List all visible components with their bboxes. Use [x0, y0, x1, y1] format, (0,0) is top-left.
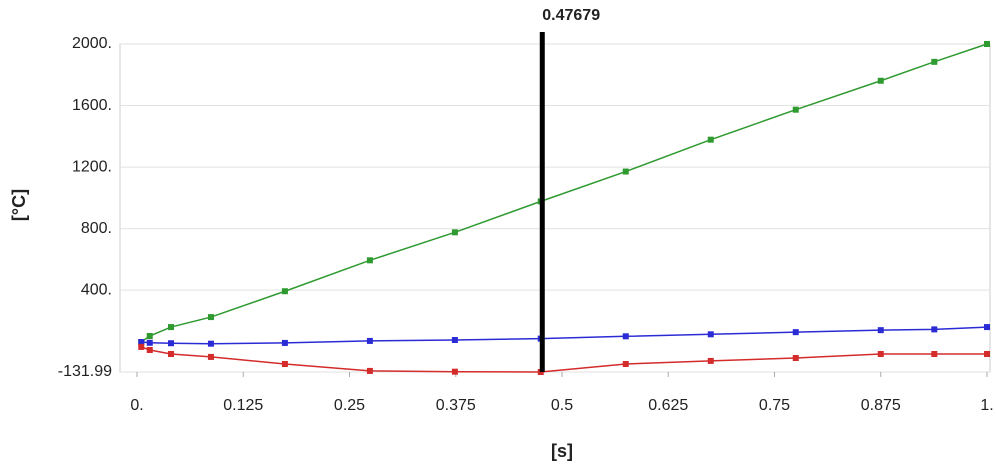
data-point	[877, 327, 884, 334]
y-tick-label: 800.	[81, 220, 112, 237]
data-point	[366, 257, 373, 264]
data-point	[146, 339, 153, 346]
data-point	[207, 340, 214, 347]
y-tick-label: 2000.	[72, 35, 112, 52]
data-point	[146, 347, 153, 354]
data-point	[207, 353, 214, 360]
data-point	[792, 355, 799, 362]
data-point	[281, 361, 288, 368]
data-point	[138, 339, 145, 346]
data-point	[984, 324, 990, 331]
data-point	[366, 367, 373, 374]
x-tick-label: 0.625	[648, 397, 688, 414]
x-tick-label: 0.	[130, 397, 143, 414]
data-point	[792, 106, 799, 113]
data-point	[366, 337, 373, 344]
x-tick-label: 0.75	[759, 397, 790, 414]
y-tick-label: 400.	[81, 281, 112, 298]
data-point	[931, 58, 938, 65]
data-point	[792, 329, 799, 336]
data-point	[622, 333, 629, 340]
data-point	[138, 343, 145, 350]
plot-frame	[119, 43, 991, 373]
y-tick-label: 1200.	[72, 158, 112, 175]
data-point	[451, 229, 458, 236]
y-tick-label: 1600.	[72, 97, 112, 114]
data-point	[707, 331, 714, 338]
data-point	[168, 351, 174, 358]
data-point	[146, 333, 153, 340]
x-tick-label: 0.875	[861, 397, 901, 414]
data-point	[984, 351, 990, 358]
x-tick-label: 0.25	[334, 397, 365, 414]
data-point	[931, 326, 938, 333]
data-point	[877, 77, 884, 84]
data-point	[207, 314, 214, 321]
data-point	[451, 337, 458, 344]
data-point	[877, 351, 884, 358]
data-point	[707, 357, 714, 364]
data-point	[168, 324, 174, 331]
y-axis-title: [°C]	[9, 189, 29, 221]
series-line	[140, 346, 987, 373]
data-point	[622, 168, 629, 175]
x-tick-label: 0.125	[223, 397, 263, 414]
data-point	[168, 340, 174, 347]
data-point	[281, 339, 288, 346]
series-line	[140, 43, 988, 343]
data-point	[451, 368, 458, 375]
data-point	[281, 288, 288, 295]
x-tick-label: 0.375	[436, 397, 476, 414]
data-point	[931, 351, 938, 358]
data-point	[707, 136, 714, 143]
data-point	[622, 361, 629, 368]
y-tick-label: -131.99	[58, 363, 112, 380]
cursor-label: 0.47679	[542, 7, 600, 24]
x-tick-label: 1.	[980, 397, 993, 414]
x-tick-label: 0.5	[551, 397, 573, 414]
data-point	[984, 41, 990, 47]
x-axis-title: [s]	[551, 441, 573, 461]
series-line	[141, 326, 988, 345]
